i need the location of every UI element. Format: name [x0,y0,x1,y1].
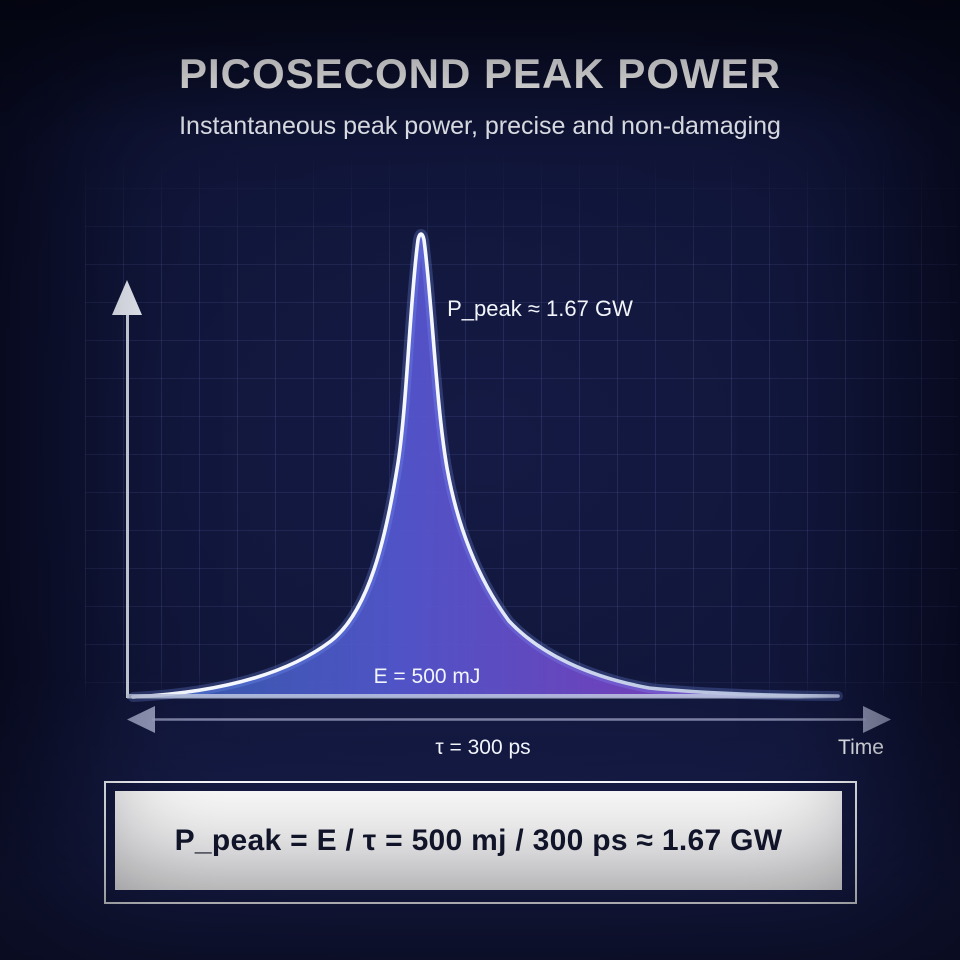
page-title: PICOSECOND PEAK POWER [178,50,782,97]
pulse-duration-annotation: τ = 300 ps [435,736,531,759]
formula-box-frame: P_peak = E / τ = 500 mj / 300 ps ≈ 1.67 … [104,781,857,904]
peak-power-formula: P_peak = E / τ = 500 mj / 300 ps ≈ 1.67 … [174,823,783,857]
x-baseline [127,694,840,699]
pulse-energy-annotation: E = 500 mJ [373,665,481,688]
time-range-arrow-right-icon [863,706,891,733]
y-axis-arrow-icon [112,280,142,315]
peak-power-annotation: P_peak ≈ 1.67 GW [447,296,633,321]
formula-box: P_peak = E / τ = 500 mj / 300 ps ≈ 1.67 … [115,791,842,890]
chart-grid [85,150,958,702]
page-subtitle: Instantaneous peak power, precise and no… [179,112,781,140]
pulse-outline [131,232,840,699]
time-range-arrow-left-icon [127,706,155,733]
time-axis-label: Time [838,736,884,759]
pulse-area [133,234,838,697]
